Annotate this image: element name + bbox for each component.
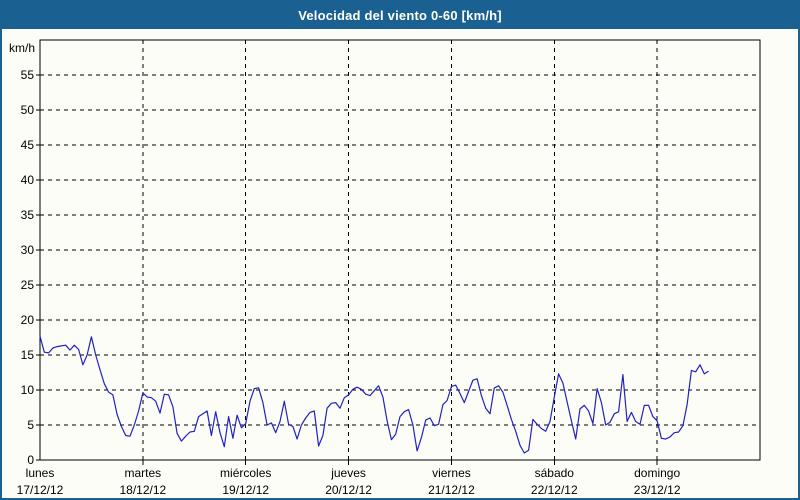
x-day-label: sábado: [535, 466, 575, 480]
x-day-label: lunes: [26, 466, 55, 480]
y-tick-label: 10: [21, 383, 35, 397]
y-tick-label: 20: [21, 313, 35, 327]
y-axis-unit-label: km/h: [8, 41, 35, 55]
x-date-label: 17/12/12: [17, 483, 64, 497]
chart-title: Velocidad del viento 0-60 [km/h]: [298, 8, 502, 23]
y-tick-label: 15: [21, 348, 35, 362]
y-tick-label: 55: [21, 68, 35, 82]
x-day-label: domingo: [634, 466, 680, 480]
y-tick-label: 0: [27, 453, 34, 467]
x-date-label: 20/12/12: [325, 483, 372, 497]
wind-speed-line: [39, 335, 709, 454]
y-tick-label: 30: [21, 243, 35, 257]
wind-speed-chart: 0 5 10 15 20 25 30 35 40 45 50 55 lunes 17/12/12 marte…: [17, 39, 761, 497]
x-day-label: martes: [125, 466, 162, 480]
chart-title-bar: Velocidad del viento 0-60 [km/h]: [2, 2, 798, 29]
y-tick-label: 35: [21, 208, 35, 222]
y-tick-label: 5: [27, 418, 34, 432]
x-day-label: jueves: [330, 466, 366, 480]
y-tick-label: 40: [21, 173, 35, 187]
plot-border: [39, 39, 761, 461]
y-tick-label: 45: [21, 138, 35, 152]
x-date-label: 23/12/12: [634, 483, 681, 497]
x-date-label: 22/12/12: [531, 483, 578, 497]
x-date-label: 21/12/12: [428, 483, 475, 497]
y-tick-label: 25: [21, 278, 35, 292]
x-day-label: viernes: [432, 466, 471, 480]
x-day-label: miércoles: [220, 466, 271, 480]
y-tick-label: 50: [21, 103, 35, 117]
x-date-label: 18/12/12: [119, 483, 166, 497]
x-date-label: 19/12/12: [222, 483, 269, 497]
